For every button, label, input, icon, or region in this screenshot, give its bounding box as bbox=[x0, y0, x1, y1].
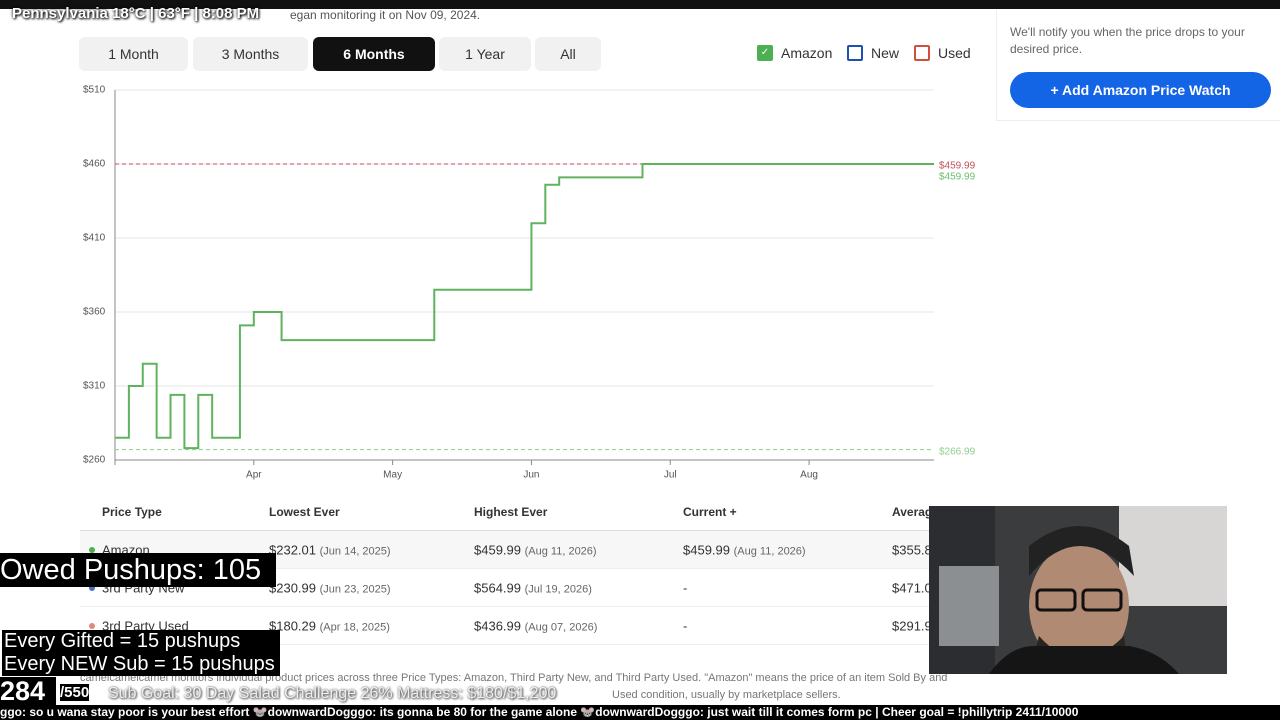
table-row: 3rd Party New $230.99 (Jun 23, 2025) $564.… bbox=[80, 569, 980, 607]
range-button[interactable]: 6 Months bbox=[313, 37, 435, 71]
x-tick-label: Apr bbox=[246, 470, 262, 481]
sidebar-note: We'll notify you when the price drops to… bbox=[1010, 25, 1245, 56]
table-row: Amazon $232.01 (Jun 14, 2025) $459.99 (Aug… bbox=[80, 531, 980, 569]
header-cell: Current + bbox=[683, 505, 737, 519]
footer-text: Used condition, usually by marketplace s… bbox=[612, 689, 841, 701]
header-cell: Price Type bbox=[102, 505, 162, 519]
price-date: (Jul 19, 2026) bbox=[524, 583, 592, 595]
top-bar bbox=[0, 0, 1280, 9]
x-tick-label: May bbox=[383, 470, 402, 481]
price-table: Price Type Lowest Ever Highest Ever Current… bbox=[80, 494, 980, 645]
legend-item[interactable]: ✓ Amazon bbox=[757, 45, 832, 61]
price-date: (Aug 11, 2026) bbox=[733, 545, 806, 557]
footer-text: camelcamelcamel monitors individual prod… bbox=[80, 672, 948, 684]
average: $291.9 bbox=[892, 618, 932, 633]
sub-count: 284 bbox=[0, 677, 56, 705]
table-header: Price Type Lowest Ever Highest Ever Current… bbox=[80, 494, 980, 531]
x-tick-label: Jun bbox=[523, 470, 539, 481]
price: $232.01 bbox=[269, 542, 316, 557]
rule: Every Gifted = 15 pushups bbox=[4, 630, 241, 652]
legend-label: Used bbox=[938, 45, 971, 61]
y-tick-label: $260 bbox=[83, 455, 106, 466]
webcam bbox=[929, 506, 1227, 674]
y-tick-label: $510 bbox=[83, 85, 106, 96]
price: $459.99 bbox=[683, 542, 730, 557]
price-type: 3rd Party Used bbox=[102, 618, 189, 633]
legend-checkbox[interactable] bbox=[847, 45, 863, 61]
reference-label: $459.99 bbox=[939, 172, 976, 183]
pushups-counter: Owed Pushups: 105 bbox=[0, 553, 276, 587]
legend-label: New bbox=[871, 45, 900, 61]
range-button[interactable]: 3 Months bbox=[193, 37, 308, 71]
sub-count-goal: /550 bbox=[60, 684, 90, 701]
price-cell: $230.99 (Jun 23, 2025) bbox=[269, 580, 391, 595]
price: $564.99 bbox=[474, 580, 521, 595]
price: - bbox=[683, 580, 688, 595]
price: $436.99 bbox=[474, 618, 521, 633]
location-overlay: Pennsylvania 18°C | 63°F | 8:08 PM bbox=[12, 5, 260, 22]
price: $459.99 bbox=[474, 542, 521, 557]
price: - bbox=[683, 618, 688, 633]
chart: $260 $310 $360 $410 $460 $510 Apr May Jun Jul Aug $… bbox=[83, 85, 976, 481]
chat-ticker: ggo: so u wana stay poor is your best ef… bbox=[0, 705, 1280, 720]
price-date: (Aug 11, 2026) bbox=[524, 545, 597, 557]
add-price-watch-button[interactable]: + Add Amazon Price Watch bbox=[1010, 72, 1271, 108]
average: $355.8 bbox=[892, 542, 932, 557]
y-tick-label: $310 bbox=[83, 381, 106, 392]
price-date: (Jun 23, 2025) bbox=[319, 583, 391, 595]
legend-item[interactable]: Used bbox=[914, 45, 971, 61]
price-date: (Aug 07, 2026) bbox=[524, 621, 598, 633]
price-cell: $564.99 (Jul 19, 2026) bbox=[474, 580, 592, 595]
range-button[interactable]: All bbox=[535, 37, 601, 71]
range-button[interactable]: 1 Month bbox=[79, 37, 188, 71]
y-tick-label: $410 bbox=[83, 233, 106, 244]
price-cell: $232.01 (Jun 14, 2025) bbox=[269, 542, 391, 557]
header-cell: Averag bbox=[892, 505, 933, 519]
sidebar-card bbox=[996, 10, 1280, 121]
pushup-rules: Every Gifted = 15 pushups Every NEW Sub … bbox=[2, 630, 280, 676]
row-dot bbox=[89, 546, 95, 553]
legend-label: Amazon bbox=[781, 45, 833, 61]
price-cell: $459.99 (Aug 11, 2026) bbox=[683, 542, 806, 557]
header-cell: Highest Ever bbox=[474, 505, 548, 519]
goal-ticker: Sub Goal: 30 Day Salad Challenge 26% Mat… bbox=[108, 685, 557, 702]
x-tick-label: Aug bbox=[800, 470, 818, 481]
legend-checkbox[interactable] bbox=[914, 45, 930, 61]
price-cell: $459.99 (Aug 11, 2026) bbox=[474, 542, 597, 557]
price-date: (Jun 14, 2025) bbox=[319, 545, 391, 557]
header-cell: Lowest Ever bbox=[269, 505, 340, 519]
legend-checkbox[interactable]: ✓ bbox=[757, 45, 773, 61]
reference-label: $459.99 bbox=[939, 161, 976, 172]
range-button[interactable]: 1 Year bbox=[439, 37, 531, 71]
monitoring-note: egan monitoring it on Nov 09, 2024. bbox=[290, 8, 481, 22]
price-cell: $180.29 (Apr 18, 2025) bbox=[269, 618, 390, 633]
row-dot bbox=[89, 622, 95, 629]
rule: Every NEW Sub = 15 pushups bbox=[4, 653, 275, 675]
y-tick-label: $460 bbox=[83, 159, 106, 170]
price-cell: $436.99 (Aug 07, 2026) bbox=[474, 618, 597, 633]
legend-item[interactable]: New bbox=[847, 45, 899, 61]
price-line bbox=[115, 163, 934, 450]
price-cell: - bbox=[683, 580, 687, 595]
row-dot bbox=[89, 584, 95, 591]
y-tick-label: $360 bbox=[83, 307, 106, 318]
table-row: 3rd Party Used $180.29 (Apr 18, 2025) $436… bbox=[80, 607, 980, 645]
price-date: (Apr 18, 2025) bbox=[319, 621, 390, 633]
x-tick-label: Jul bbox=[664, 470, 677, 481]
reference-label: $266.99 bbox=[939, 446, 976, 457]
price: $230.99 bbox=[269, 580, 316, 595]
average: $471.0 bbox=[892, 580, 932, 595]
price-cell: - bbox=[683, 618, 687, 633]
price: $180.29 bbox=[269, 618, 316, 633]
